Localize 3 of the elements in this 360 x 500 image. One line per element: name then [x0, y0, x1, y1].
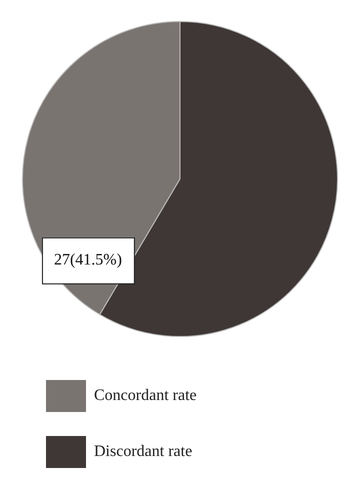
legend-label: Discordant rate [94, 443, 192, 460]
data-label: 27(41.5%) [54, 252, 122, 269]
legend-label: Concordant rate [94, 387, 197, 404]
